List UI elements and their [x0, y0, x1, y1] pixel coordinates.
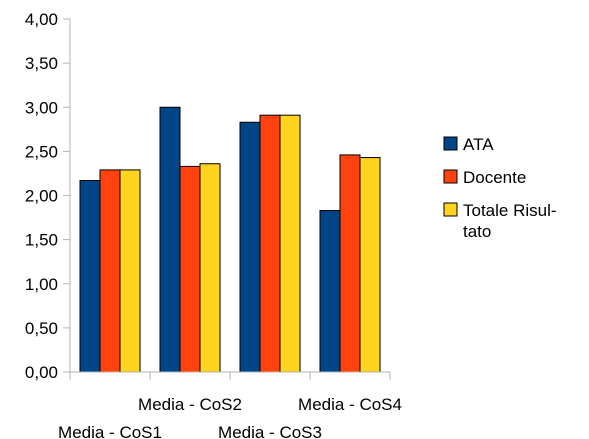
legend-swatch-docente — [443, 169, 458, 184]
y-axis: 0,00 0,50 1,00 1,50 2,00 2,50 3,00 3,50 4,00 — [25, 10, 71, 382]
y-tick-label: 3,50 — [25, 54, 58, 73]
bar-ata-4 — [319, 210, 341, 373]
bar-totale-risultato-1 — [119, 169, 141, 373]
bar-docente-3 — [259, 114, 281, 373]
x-tick-label: Media - CoS2 — [138, 395, 242, 414]
x-axis: Media - CoS1 Media - CoS2 Media - CoS3 Medi… — [58, 371, 402, 439]
y-tick-label: 2,50 — [25, 142, 58, 161]
bar-docente-4 — [339, 154, 361, 373]
bar-ata-2 — [159, 106, 181, 373]
x-tick-label: Media - CoS4 — [298, 395, 402, 414]
legend-label: Totale Risul-tato — [463, 201, 557, 241]
legend: ATA Docente Totale Risul-tato — [443, 135, 557, 241]
legend-label: Docente — [463, 168, 526, 187]
bar-ata-3 — [239, 121, 261, 373]
bar-totale-risultato-3 — [279, 114, 301, 373]
plot-area — [79, 106, 381, 373]
legend-swatch-totale-risultato — [443, 202, 458, 217]
legend-label: ATA — [463, 135, 494, 154]
bar-docente-2 — [179, 165, 201, 373]
legend-swatch-ata — [443, 136, 458, 151]
bar-totale-risultato-4 — [359, 157, 381, 373]
y-tick-label: 4,00 — [25, 10, 58, 29]
y-tick-label: 2,00 — [25, 187, 58, 206]
bar-docente-1 — [99, 169, 121, 373]
bar-totale-risultato-2 — [199, 163, 221, 373]
x-tick-label: Media - CoS3 — [218, 423, 322, 439]
y-tick-label: 3,00 — [25, 98, 58, 117]
bar-ata-1 — [79, 179, 101, 373]
y-tick-label: 1,50 — [25, 231, 58, 250]
y-tick-label: 1,00 — [25, 275, 58, 294]
y-tick-label: 0,00 — [25, 363, 58, 382]
x-tick-label: Media - CoS1 — [58, 423, 162, 439]
y-tick-label: 0,50 — [25, 319, 58, 338]
